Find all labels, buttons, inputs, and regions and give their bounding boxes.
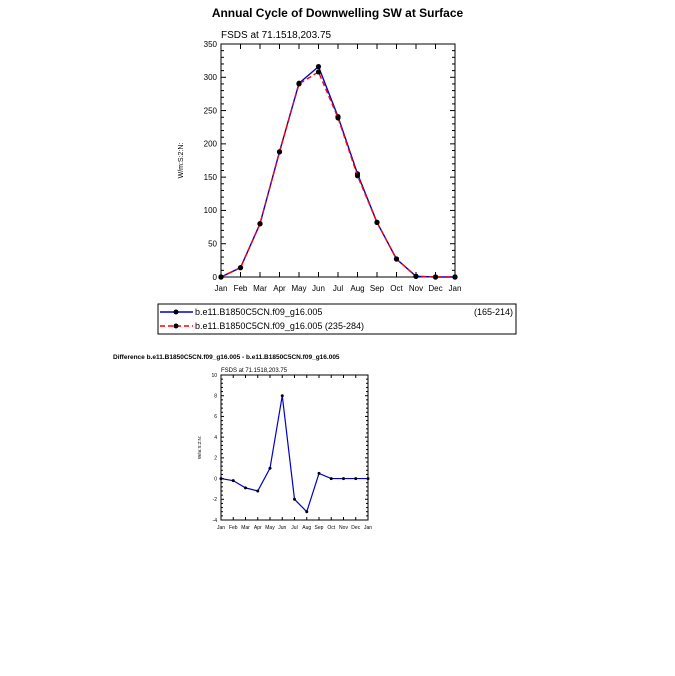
- main-chart-title: Annual Cycle of Downwelling SW at Surfac…: [211, 6, 464, 20]
- diff-ytick-label: 4: [214, 435, 217, 441]
- diff-xtick-label: Sep: [315, 525, 324, 531]
- diff-xtick-label: May: [265, 525, 275, 531]
- diff-xtick-label: Oct: [327, 525, 335, 531]
- main-point: [354, 173, 361, 179]
- main-ytick-label: 250: [204, 106, 218, 115]
- diff-xtick-label: Jul: [291, 525, 297, 531]
- main-point: [432, 274, 439, 280]
- diff-xtick-label: Jan: [217, 525, 225, 531]
- main-xtick-label: May: [291, 284, 306, 293]
- main-xtick-label: Oct: [390, 284, 403, 293]
- diff-xtick-label: Jun: [278, 525, 286, 531]
- diff-point: [219, 477, 223, 481]
- main-ytick-label: 150: [204, 173, 218, 182]
- main-xtick-label: Jul: [333, 284, 343, 293]
- main-ylabel: W/m:S:2:N:: [178, 143, 185, 179]
- diff-point: [231, 479, 235, 483]
- main-xtick-label: Apr: [273, 284, 286, 293]
- diff-point: [329, 477, 333, 481]
- diff-point: [244, 486, 247, 490]
- diff-point: [256, 489, 260, 493]
- diff-point: [317, 471, 321, 475]
- main-series-line-0: [220, 65, 455, 278]
- diff-ytick-label: -4: [213, 518, 218, 524]
- diff-subtitle: FSDS at 71.1518,203.75: [221, 368, 288, 374]
- legend-marker-1: [173, 309, 179, 315]
- main-xtick-label: Feb: [234, 284, 248, 293]
- main-ytick-label: 50: [208, 240, 217, 249]
- diff-ytick-label: 10: [211, 373, 217, 379]
- main-point: [413, 273, 419, 279]
- diff-ytick-label: 6: [214, 414, 217, 420]
- legend-label-2: b.e11.B1850C5CN.f09_g16.005 (235-284): [195, 321, 364, 331]
- main-xtick-label: Nov: [409, 284, 423, 293]
- main-xtick-label: Jan: [449, 284, 462, 293]
- diff-xtick-label: Dec: [351, 525, 360, 531]
- legend-label-1: b.e11.B1850C5CN.f09_g16.005: [195, 307, 322, 317]
- main-ytick-label: 350: [204, 40, 218, 49]
- diff-xtick-label: Nov: [339, 525, 348, 531]
- main-xtick-label: Jun: [312, 284, 325, 293]
- diff-ytick-label: 0: [214, 476, 217, 482]
- diff-ytick-label: -2: [213, 497, 218, 503]
- diff-point: [366, 477, 370, 481]
- main-point: [218, 274, 224, 280]
- main-point: [393, 256, 400, 262]
- main-point: [237, 265, 244, 271]
- main-ytick-label: 100: [204, 206, 218, 215]
- diff-point: [342, 477, 345, 481]
- main-xtick-label: Dec: [428, 284, 442, 293]
- main-point: [452, 274, 458, 280]
- diff-xtick-label: Feb: [229, 525, 238, 531]
- main-subtitle: FSDS at 71.1518,203.75: [221, 30, 332, 41]
- diff-ylabel: W/m:S:2:N:: [197, 436, 202, 459]
- legend-box: [157, 303, 517, 335]
- diff-chart-title: Difference b.e11.B1850C5CN.f09_g16.005 -…: [113, 354, 340, 361]
- diff-point: [354, 477, 358, 481]
- diff-xtick-label: Jan: [364, 525, 372, 531]
- main-point: [315, 64, 322, 70]
- diff-point: [305, 510, 309, 514]
- main-ytick-label: 200: [204, 140, 218, 149]
- main-point: [257, 221, 263, 227]
- diff-ytick-label: 2: [214, 456, 217, 462]
- main-xtick-label: Jan: [215, 284, 228, 293]
- legend-marker-2: [173, 323, 179, 329]
- diff-xtick-label: Mar: [241, 525, 250, 531]
- main-plot-frame: [220, 43, 456, 278]
- main-point: [335, 115, 341, 121]
- main-xtick-label: Mar: [253, 284, 267, 293]
- main-point: [315, 69, 322, 75]
- main-point: [296, 81, 302, 87]
- diff-point: [280, 394, 284, 398]
- legend-period-1: (165-214): [474, 307, 513, 317]
- diff-point: [268, 466, 272, 470]
- main-point: [276, 149, 283, 155]
- diff-ytick-label: 8: [214, 393, 217, 399]
- main-point: [374, 219, 380, 226]
- diff-xtick-label: Apr: [254, 525, 262, 531]
- main-series-line-1: [220, 70, 455, 278]
- main-xtick-label: Sep: [370, 284, 385, 293]
- diff-xtick-label: Aug: [302, 525, 311, 531]
- main-ytick-label: 0: [213, 273, 218, 282]
- main-xtick-label: Aug: [350, 284, 364, 293]
- main-ytick-label: 300: [204, 73, 218, 82]
- diff-point: [293, 497, 296, 501]
- diff-series-line-0: [220, 395, 368, 513]
